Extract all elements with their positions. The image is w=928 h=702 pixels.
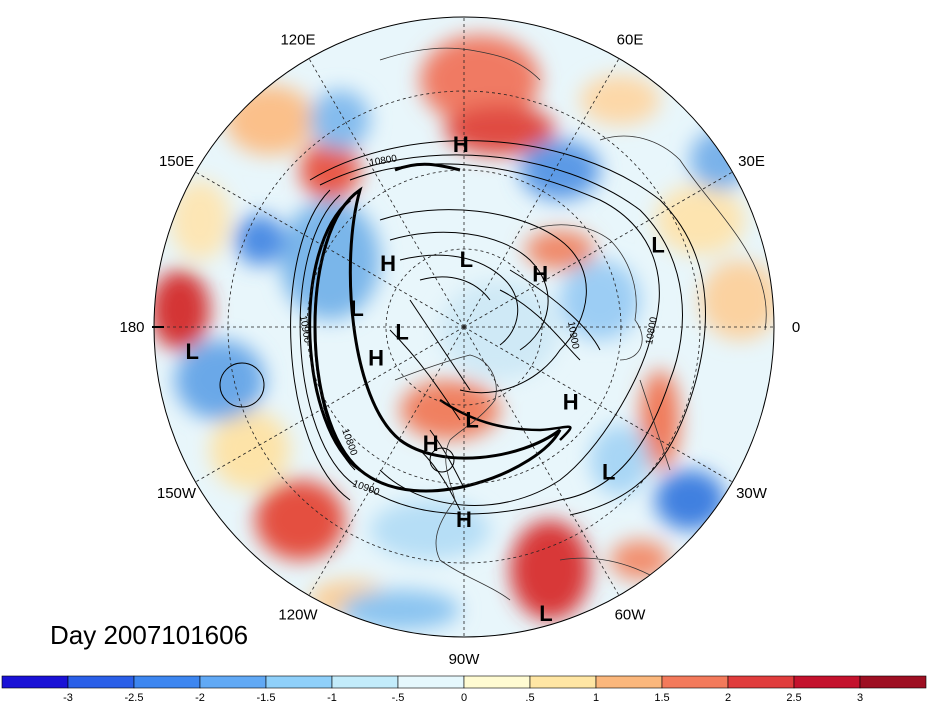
- colorbar-swatch: [331, 675, 399, 689]
- meridian-line: [463, 326, 733, 483]
- colorbar-swatch: [595, 675, 663, 689]
- colorbar-swatch: [397, 675, 465, 689]
- colorbar-swatch: [1, 675, 69, 689]
- colorbar-swatch: [67, 675, 135, 689]
- high-pressure-marker: H: [380, 251, 396, 276]
- high-pressure-marker: H: [563, 390, 579, 415]
- longitude-label: 180: [119, 319, 144, 336]
- contour-label: 10800: [369, 153, 399, 169]
- date-title: Day 2007101606: [50, 620, 249, 650]
- high-pressure-marker: H: [423, 431, 439, 456]
- longitude-label: 90E: [451, 0, 478, 4]
- colorbar-tick-label: .5: [525, 692, 534, 702]
- meridian-line: [308, 58, 465, 328]
- colorbar: -3 -2.5 -2 -1.5 -1 -.5 0 .5 1 1.5 2 2.5 3: [1, 675, 927, 702]
- colorbar-tick-label: 2: [725, 692, 731, 702]
- colorbar-tick-label: 1: [593, 692, 599, 702]
- low-pressure-marker: L: [602, 460, 615, 485]
- colorbar-tick-label: -2: [195, 692, 205, 702]
- meridian-line: [463, 326, 620, 596]
- longitude-label: 60W: [615, 607, 647, 624]
- colorbar-swatch: [793, 675, 861, 689]
- low-pressure-marker: L: [465, 408, 478, 433]
- colorbar-swatch: [463, 675, 531, 689]
- colorbar-tick-label: -2.5: [125, 692, 144, 702]
- meridian-line: [195, 326, 465, 483]
- high-pressure-marker: H: [453, 132, 469, 157]
- colorbar-swatch: [859, 675, 927, 689]
- meridian-line: [463, 58, 620, 328]
- colorbar-tick-label: 0: [461, 692, 467, 702]
- longitude-label: 150W: [157, 485, 197, 502]
- colorbar-tick-label: -1.5: [257, 692, 276, 702]
- contour-label: 10900: [565, 321, 581, 351]
- colorbar-tick-label: -1: [327, 692, 337, 702]
- low-pressure-marker: L: [539, 601, 552, 626]
- longitude-label: 150E: [159, 153, 194, 170]
- meridian-line: [463, 171, 733, 328]
- graticule: [154, 17, 774, 637]
- longitude-label: 120W: [278, 607, 318, 624]
- colorbar-swatch: [529, 675, 597, 689]
- low-pressure-marker: L: [395, 319, 408, 344]
- high-pressure-marker: H: [368, 345, 384, 370]
- contour-label: 10900: [297, 315, 313, 345]
- longitude-labels: 90E 60E 30E 0 30W 60W 90W 120W 150W 180 150E 120E: [119, 0, 800, 668]
- low-pressure-marker: L: [651, 233, 664, 258]
- meridian-line: [195, 171, 465, 328]
- longitude-label: 0: [792, 319, 800, 336]
- longitude-label: 60E: [617, 31, 644, 48]
- low-pressure-marker: L: [460, 247, 473, 272]
- colorbar-swatch: [727, 675, 795, 689]
- longitude-label: 90W: [449, 651, 481, 668]
- colorbar-tick-label: 3: [857, 692, 863, 702]
- colorbar-tick-label: 2.5: [786, 692, 801, 702]
- colorbar-swatch: [133, 675, 201, 689]
- height-contours: [219, 140, 706, 516]
- low-pressure-marker: L: [350, 296, 363, 321]
- colorbar-tick-label: -3: [63, 692, 73, 702]
- colorbar-swatch: [265, 675, 333, 689]
- colorbar-swatch: [199, 675, 267, 689]
- colorbar-tick-label: 1.5: [654, 692, 669, 702]
- longitude-label: 120E: [280, 31, 315, 48]
- low-pressure-marker: L: [186, 339, 199, 364]
- high-pressure-marker: H: [532, 262, 548, 287]
- longitude-label: 30W: [736, 485, 768, 502]
- meridian-line: [308, 326, 465, 596]
- high-pressure-marker: H: [456, 507, 472, 532]
- longitude-label: 30E: [738, 153, 765, 170]
- colorbar-tick-label: -.5: [392, 692, 405, 702]
- colorbar-swatch: [661, 675, 729, 689]
- contour-label: 10800: [644, 316, 660, 346]
